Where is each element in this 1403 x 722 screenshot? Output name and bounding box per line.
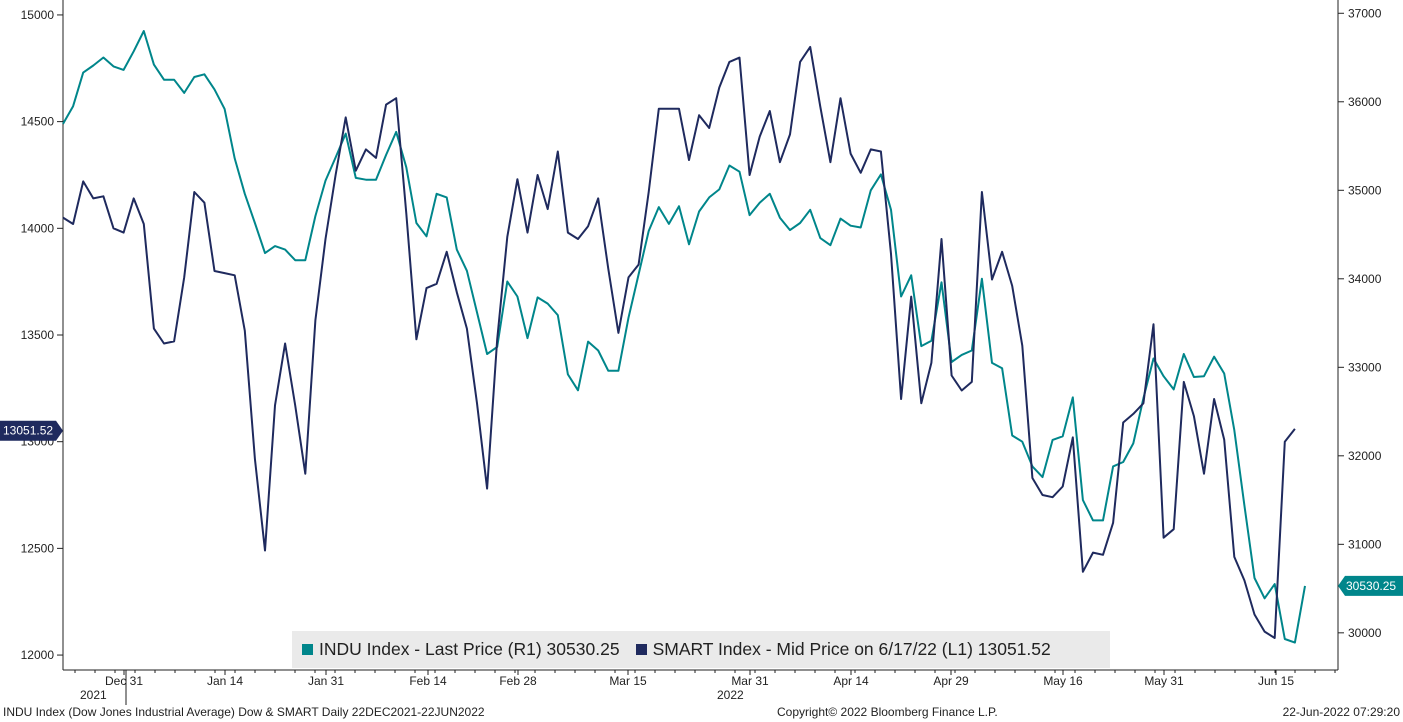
- footer-description: INDU Index (Dow Jones Industrial Average…: [3, 705, 485, 719]
- year-label-2021: 2021: [80, 688, 107, 702]
- right-tick-label: 36000: [1348, 95, 1382, 109]
- x-tick-label: Apr 14: [833, 674, 869, 688]
- x-tick-label: May 16: [1043, 674, 1083, 688]
- series-layer: [62, 30, 1306, 644]
- indu-last-value-flag: [1338, 575, 1403, 596]
- plot-frame: [62, 0, 1339, 671]
- right-axis: 30000 31000 32000 33000 34000 35000 36000 37000: [1338, 6, 1382, 640]
- legend-swatch-indu: [302, 644, 313, 655]
- x-tick-label: Dec 31: [105, 674, 143, 688]
- year-label-2022: 2022: [717, 688, 744, 702]
- right-tick-label: 34000: [1348, 272, 1382, 286]
- smart-last-value-flag: [0, 420, 63, 441]
- chart-legend: INDU Index - Last Price (R1) 30530.25 SM…: [292, 631, 1110, 668]
- x-tick-label: Jun 15: [1258, 674, 1294, 688]
- left-tick-label: 13500: [21, 328, 55, 342]
- smart-last-value-text: 13051.52: [3, 424, 53, 438]
- left-tick-label: 12000: [21, 648, 55, 662]
- legend-item-indu[interactable]: INDU Index - Last Price (R1) 30530.25: [302, 639, 620, 660]
- legend-label-smart: SMART Index - Mid Price on 6/17/22 (L1) …: [652, 639, 1051, 659]
- footer-copyright: Copyright© 2022 Bloomberg Finance L.P.: [777, 705, 998, 719]
- left-tick-label: 14000: [21, 221, 55, 235]
- x-tick-label: Mar 15: [609, 674, 647, 688]
- x-tick-label: Jan 14: [207, 674, 243, 688]
- x-tick-label: Feb 14: [409, 674, 447, 688]
- legend-label-indu: INDU Index - Last Price (R1) 30530.25: [319, 639, 620, 659]
- x-axis: Dec 31 Jan 14 Jan 31 Feb 14 Feb 28 Mar 15 Mar …: [74, 670, 1336, 705]
- footer-timestamp: 22-Jun-2022 07:29:20: [1282, 705, 1400, 719]
- series-line-smart: [62, 45, 1296, 639]
- left-tick-label: 14500: [21, 115, 55, 129]
- left-tick-label: 15000: [21, 8, 55, 22]
- right-tick-label: 30000: [1348, 626, 1382, 640]
- x-tick-label: Jan 31: [308, 674, 344, 688]
- x-tick-label: May 31: [1144, 674, 1184, 688]
- right-tick-label: 32000: [1348, 449, 1382, 463]
- indu-last-value-text: 30530.25: [1346, 579, 1396, 593]
- x-tick-label: Apr 29: [933, 674, 969, 688]
- right-tick-label: 31000: [1348, 537, 1382, 551]
- x-tick-label: Feb 28: [499, 674, 537, 688]
- series-line-indu: [62, 30, 1306, 644]
- legend-swatch-smart: [635, 644, 647, 655]
- x-tick-label: Mar 31: [731, 674, 769, 688]
- value-flags: 30530.25 13051.52: [0, 420, 1403, 596]
- legend-item-smart[interactable]: SMART Index - Mid Price on 6/17/22 (L1) …: [635, 639, 1051, 660]
- right-tick-label: 37000: [1348, 6, 1382, 20]
- left-tick-label: 12500: [21, 541, 55, 555]
- right-tick-label: 33000: [1348, 360, 1382, 374]
- right-tick-label: 35000: [1348, 183, 1382, 197]
